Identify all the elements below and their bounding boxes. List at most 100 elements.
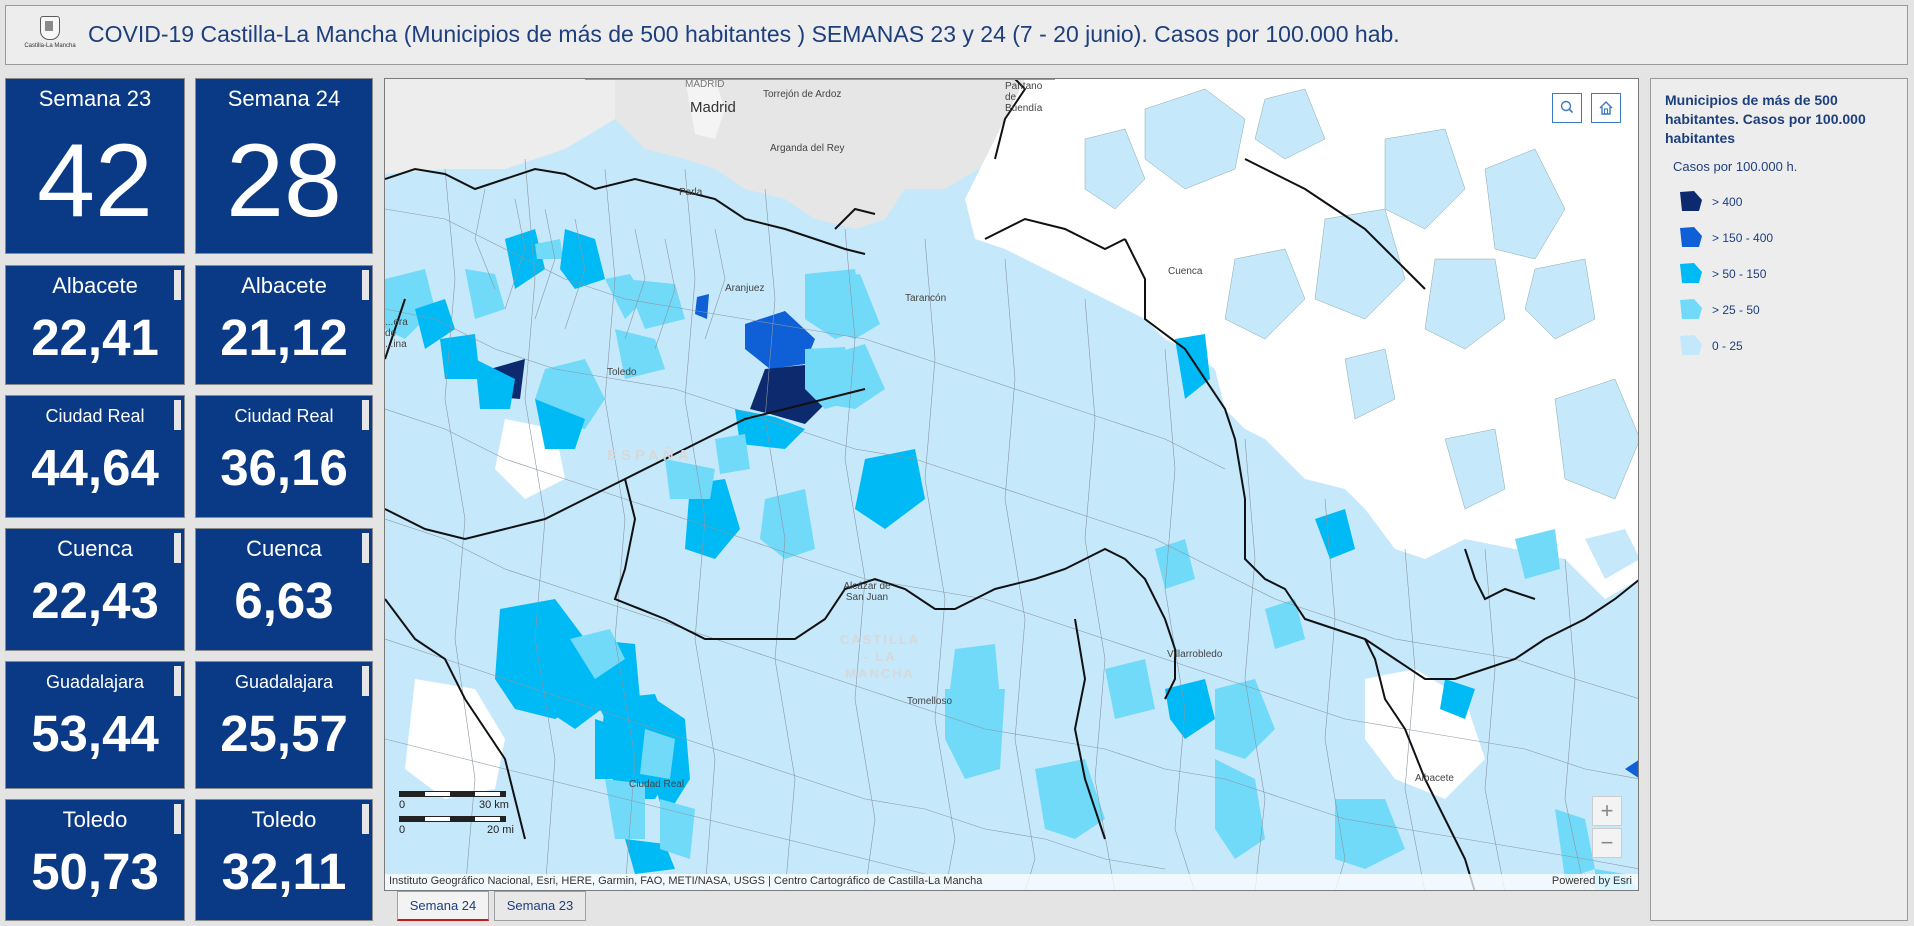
map-label-arganda: Arganda del Rey (770, 143, 845, 154)
map-label-ciudad-real: Ciudad Real (629, 779, 685, 790)
albacete-week-24-card[interactable]: Albacete 21,12 (195, 265, 373, 385)
week-23-total-card: Semana 23 42 (5, 78, 185, 254)
province-label: Ciudad Real (234, 406, 334, 426)
legend-panel: Municipios de más de 500 habitantes. Cas… (1650, 78, 1908, 921)
toledo-week-24-card[interactable]: Toledo 32,11 (195, 799, 373, 921)
card-scrollbar[interactable] (174, 533, 181, 563)
guadalajara-week-23-card[interactable]: Guadalajara 53,44 (5, 661, 185, 789)
province-value: 25,57 (220, 705, 348, 762)
legend-item-label: > 25 - 50 (1712, 303, 1760, 317)
legend-swatch (1680, 263, 1702, 283)
map-search-button[interactable] (1552, 93, 1582, 123)
map-label-albacete: Albacete (1415, 773, 1454, 784)
province-label: Guadalajara (234, 672, 334, 692)
week-24-value: 28 (226, 123, 342, 239)
card-scrollbar[interactable] (174, 270, 181, 300)
castilla-la-mancha-logo: Castilla-La Mancha (20, 16, 80, 56)
legend-item-label: > 150 - 400 (1712, 231, 1774, 245)
map-label-villarrobledo: Villarrobledo (1167, 649, 1223, 660)
card-scrollbar[interactable] (362, 400, 369, 430)
province-label: Cuenca (57, 536, 133, 561)
map-scale-bar: 0 30 km 0 20 mi (399, 791, 519, 841)
province-label: Ciudad Real (45, 406, 145, 426)
map-label-madrid-region: MADRID (685, 79, 725, 90)
province-value: 6,63 (234, 572, 334, 629)
toledo-week-23-card[interactable]: Toledo 50,73 (5, 799, 185, 921)
card-scrollbar[interactable] (362, 270, 369, 300)
header-bar: Castilla-La Mancha COVID-19 Castilla-La … (5, 5, 1908, 65)
zoom-out-button[interactable]: − (1592, 828, 1622, 858)
map-label-parla: Parla (679, 187, 703, 198)
province-label: Toledo (62, 807, 128, 832)
cuenca-week-24-card[interactable]: Cuenca 6,63 (195, 528, 373, 651)
legend-item-label: > 50 - 150 (1712, 267, 1767, 281)
province-value: 50,73 (31, 843, 159, 900)
search-icon (1560, 100, 1574, 114)
week-24-label: Semana 24 (227, 86, 341, 111)
scale-bar-km (399, 791, 506, 797)
albacete-week-23-card[interactable]: Albacete 22,41 (5, 265, 185, 385)
province-value: 36,16 (220, 439, 348, 496)
map-label-madrid-city: Madrid (690, 99, 736, 116)
province-value: 44,64 (31, 439, 159, 496)
tab-semana-24[interactable]: Semana 24 (397, 891, 489, 921)
province-value: 32,11 (221, 843, 347, 900)
choropleth-map[interactable]: Torrejón de Ardoz Arganda del Rey Madrid… (384, 78, 1639, 891)
home-icon (1599, 101, 1613, 115)
province-label: Albacete (52, 273, 138, 298)
scale-zero-km: 0 (399, 799, 406, 811)
legend-subtitle: Casos por 100.000 h. (1673, 159, 1798, 174)
map-label-aranjuez: Aranjuez (725, 283, 765, 294)
map-label-torrejon: Torrejón de Ardoz (763, 89, 842, 100)
map-label-castilla: CASTILLA - LA MANCHA (839, 632, 921, 681)
map-label-tarancon: Tarancón (905, 293, 947, 304)
card-scrollbar[interactable] (362, 533, 369, 563)
powered-by-esri[interactable]: Powered by Esri (1551, 875, 1632, 887)
cuenca-week-23-card[interactable]: Cuenca 22,43 (5, 528, 185, 651)
card-scrollbar[interactable] (174, 666, 181, 696)
card-scrollbar[interactable] (362, 804, 369, 834)
legend-title: Municipios de más de 500 habitantes. Cas… (1665, 92, 1866, 146)
legend-swatch (1680, 191, 1702, 211)
card-scrollbar[interactable] (174, 400, 181, 430)
legend-swatch (1680, 299, 1702, 319)
week-23-label: Semana 23 (38, 86, 152, 111)
province-label: Cuenca (246, 536, 322, 561)
legend-swatch (1680, 335, 1702, 355)
ciudad-real-week-23-card[interactable]: Ciudad Real 44,64 (5, 395, 185, 518)
guadalajara-week-24-card[interactable]: Guadalajara 25,57 (195, 661, 373, 789)
scale-zero-mi: 0 (399, 824, 406, 836)
province-value: 22,43 (31, 572, 159, 629)
map-label-talavera: ...era de ...ina (385, 317, 408, 350)
map-attribution: Instituto Geográfico Nacional, Esri, HER… (385, 874, 1638, 890)
province-value: 21,12 (220, 309, 348, 366)
ciudad-real-week-24-card[interactable]: Ciudad Real 36,16 (195, 395, 373, 518)
province-value: 22,41 (31, 309, 159, 366)
map-label-espana: ESPAÑA (607, 447, 693, 464)
tab-semana-23[interactable]: Semana 23 (494, 891, 586, 921)
legend-item-label: > 400 (1712, 195, 1743, 209)
province-value: 53,44 (31, 705, 159, 762)
map-label-tomelloso: Tomelloso (907, 696, 953, 707)
legend-item-label: 0 - 25 (1712, 339, 1743, 353)
province-label: Guadalajara (45, 672, 145, 692)
crest-icon (40, 16, 60, 40)
map-label-pantano: Pantano de Buendía (1005, 81, 1043, 114)
map-label-toledo: Toledo (607, 367, 637, 378)
province-label: Albacete (241, 273, 327, 298)
map-label-alcazar: Alcázar de San Juan (843, 581, 891, 603)
legend-swatch (1680, 227, 1702, 247)
page-title: COVID-19 Castilla-La Mancha (Municipios … (88, 21, 1400, 47)
map-label-cuenca: Cuenca (1168, 266, 1203, 277)
scale-km-label: 30 km (479, 799, 509, 811)
scale-bar-mi (399, 816, 506, 822)
week-24-total-card: Semana 24 28 (195, 78, 373, 254)
attribution-text: Instituto Geográfico Nacional, Esri, HER… (389, 875, 983, 887)
week-23-value: 42 (37, 123, 153, 239)
logo-text: Castilla-La Mancha (24, 43, 76, 49)
zoom-in-button[interactable]: + (1592, 796, 1622, 826)
map-canvas[interactable] (385, 79, 1639, 891)
card-scrollbar[interactable] (174, 804, 181, 834)
card-scrollbar[interactable] (362, 666, 369, 696)
map-home-button[interactable] (1591, 93, 1621, 123)
